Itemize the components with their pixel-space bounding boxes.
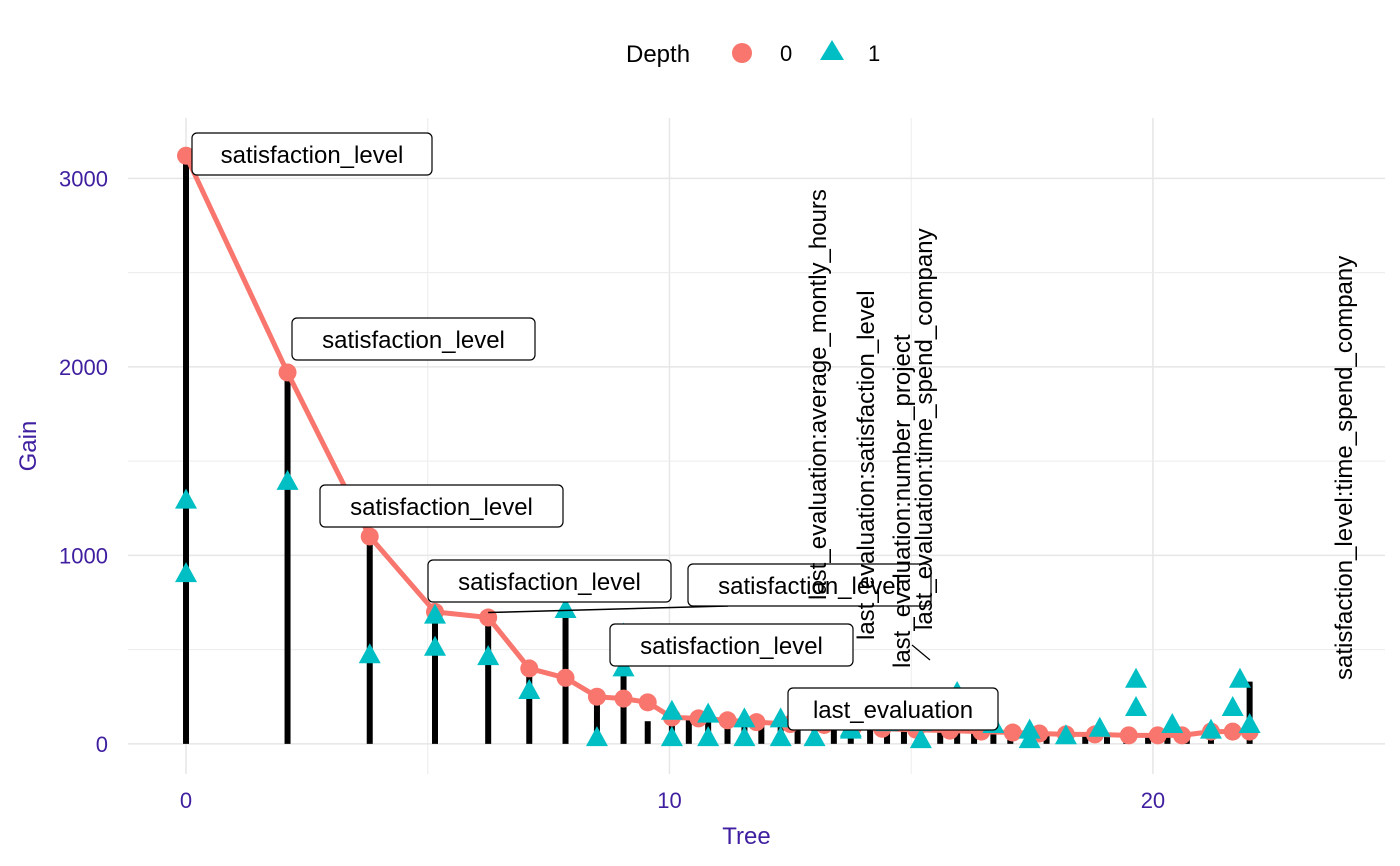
point-depth-1 bbox=[909, 728, 932, 749]
point-depth-1 bbox=[803, 726, 826, 747]
point-depth-1 bbox=[1199, 718, 1222, 739]
legend-label: 0 bbox=[780, 41, 792, 66]
data-points bbox=[175, 146, 1261, 749]
point-depth-1 bbox=[276, 469, 299, 490]
point-depth-0 bbox=[718, 711, 737, 730]
point-depth-1 bbox=[733, 726, 756, 747]
point-depth-1 bbox=[1161, 712, 1184, 733]
label-box-text: satisfaction_level bbox=[221, 142, 404, 169]
label-box-text: satisfaction_level bbox=[322, 327, 505, 354]
point-depth-1 bbox=[1221, 696, 1244, 717]
label-box: satisfaction_level bbox=[291, 317, 536, 361]
y-axis-title: Gain bbox=[15, 421, 42, 472]
label-box-rect bbox=[191, 132, 433, 176]
grid bbox=[128, 118, 1385, 774]
legend-key-circle bbox=[732, 43, 752, 63]
point-depth-1 bbox=[660, 726, 683, 747]
point-depth-1 bbox=[660, 699, 683, 720]
label-vertical: last_evaluation:time_spend_company bbox=[911, 228, 938, 630]
label-box-text: satisfaction_level bbox=[640, 633, 823, 660]
point-depth-0 bbox=[1003, 723, 1022, 742]
label-box-text: satisfaction_level bbox=[350, 494, 533, 521]
label-box: satisfaction_level bbox=[319, 484, 564, 528]
point-depth-0 bbox=[360, 527, 379, 546]
point-depth-0 bbox=[556, 668, 575, 687]
label-box-rect bbox=[687, 563, 932, 607]
point-depth-1 bbox=[1125, 667, 1148, 688]
point-depth-1 bbox=[175, 562, 198, 583]
y-tick-label: 0 bbox=[96, 732, 108, 757]
point-depth-0 bbox=[177, 146, 196, 165]
point-depth-1 bbox=[423, 635, 446, 656]
point-depth-1 bbox=[477, 645, 500, 666]
point-depth-1 bbox=[423, 603, 446, 624]
axes: 0 1000 2000 3000 0 10 20 Tree Gain bbox=[15, 166, 1165, 850]
label-box-text: last_evaluation bbox=[813, 697, 973, 724]
point-depth-1 bbox=[769, 726, 792, 747]
point-depth-1 bbox=[1125, 696, 1148, 717]
label-box: satisfaction_level bbox=[427, 559, 672, 603]
point-depth-1 bbox=[175, 488, 198, 509]
point-depth-1 bbox=[358, 643, 381, 664]
y-tick-label: 1000 bbox=[59, 543, 108, 568]
annotations: satisfaction_levelsatisfaction_levelsati… bbox=[191, 132, 1358, 731]
point-depth-1 bbox=[518, 679, 541, 700]
x-tick-label: 20 bbox=[1141, 788, 1165, 813]
label-leader bbox=[911, 644, 931, 661]
y-tick-label: 2000 bbox=[59, 355, 108, 380]
label-box-text: satisfaction_level bbox=[718, 573, 901, 600]
label-box-rect bbox=[319, 484, 564, 528]
label-box: satisfaction_level bbox=[609, 623, 854, 667]
point-depth-0 bbox=[520, 659, 539, 678]
point-depth-1 bbox=[1088, 716, 1111, 737]
point-depth-0 bbox=[614, 689, 633, 708]
label-box-text: satisfaction_level bbox=[458, 569, 641, 596]
point-depth-1 bbox=[1054, 724, 1077, 745]
point-depth-0 bbox=[638, 693, 657, 712]
x-axis-title: Tree bbox=[722, 823, 770, 850]
point-depth-1 bbox=[697, 702, 720, 723]
label-vertical: satisfaction_level:time_spend_company bbox=[1331, 256, 1358, 680]
label-box-rect bbox=[291, 317, 536, 361]
point-depth-0 bbox=[1119, 726, 1138, 745]
point-depth-1 bbox=[554, 598, 577, 618]
point-depth-0 bbox=[1223, 722, 1242, 741]
point-depth-0 bbox=[278, 363, 297, 382]
legend: Depth 0 1 bbox=[626, 40, 880, 68]
y-tick-label: 3000 bbox=[59, 166, 108, 191]
label-leader bbox=[488, 605, 729, 614]
label-vertical: last_evaluation:average_montly_hours bbox=[805, 189, 832, 600]
label-box-rect bbox=[609, 623, 854, 667]
x-tick-label: 0 bbox=[180, 788, 192, 813]
label-box-rect bbox=[787, 687, 999, 731]
point-depth-1 bbox=[1228, 667, 1251, 688]
label-box: last_evaluation bbox=[787, 687, 999, 731]
legend-label: 1 bbox=[868, 41, 880, 66]
label-box-rect bbox=[427, 559, 672, 603]
point-depth-0 bbox=[587, 687, 606, 706]
point-depth-1 bbox=[769, 707, 792, 728]
legend-key-triangle bbox=[820, 40, 844, 60]
point-depth-0 bbox=[479, 608, 498, 627]
label-vertical: last_evaluation:satisfaction_level bbox=[853, 290, 880, 640]
point-depth-1 bbox=[1238, 712, 1261, 733]
point-depth-1 bbox=[697, 726, 720, 747]
legend-title: Depth bbox=[626, 41, 690, 68]
label-vertical: last_evaluation:number_project bbox=[889, 334, 916, 668]
point-depth-1 bbox=[1018, 728, 1041, 749]
label-box: satisfaction_level bbox=[191, 132, 433, 176]
point-depth-0 bbox=[1148, 726, 1167, 745]
x-tick-label: 10 bbox=[657, 788, 681, 813]
label-box: satisfaction_level bbox=[488, 563, 932, 614]
point-depth-1 bbox=[733, 707, 756, 728]
point-depth-1 bbox=[585, 726, 608, 747]
